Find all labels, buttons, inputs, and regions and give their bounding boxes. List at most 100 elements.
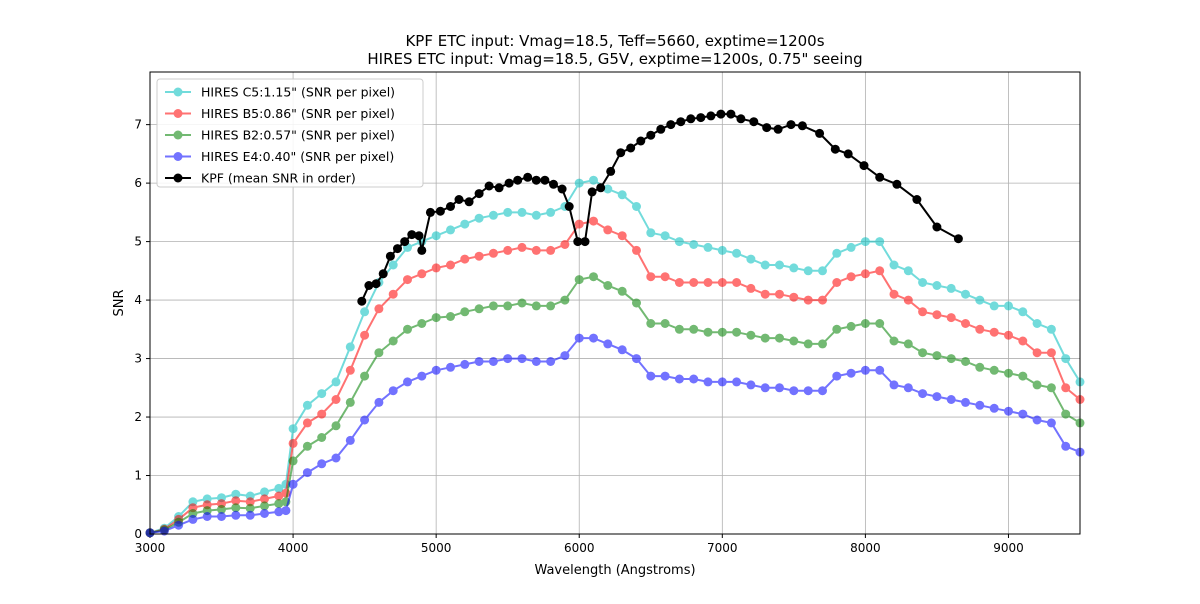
y-tick-label: 4	[134, 293, 142, 307]
data-point	[818, 295, 827, 305]
legend-entry: HIRES B5:0.86" (SNR per pixel)	[165, 106, 395, 121]
data-point	[385, 251, 395, 261]
data-point	[789, 292, 799, 302]
data-point	[660, 231, 670, 241]
data-point	[574, 219, 584, 229]
data-point	[912, 195, 922, 204]
data-point	[832, 324, 842, 334]
data-point	[603, 184, 613, 194]
data-point	[689, 240, 699, 249]
data-point	[1018, 371, 1028, 381]
data-point	[889, 336, 899, 346]
data-point	[431, 365, 441, 375]
data-point	[546, 207, 556, 217]
data-point	[674, 324, 684, 334]
data-point	[846, 368, 856, 378]
data-point	[775, 289, 784, 299]
data-point	[875, 172, 885, 182]
data-point	[889, 289, 899, 299]
data-point	[517, 298, 527, 308]
data-point	[217, 512, 226, 521]
data-point	[517, 207, 527, 217]
data-point	[674, 278, 684, 287]
data-point	[918, 278, 928, 287]
data-point	[989, 403, 999, 413]
data-point	[374, 304, 384, 314]
data-point	[717, 377, 727, 387]
data-point	[632, 245, 641, 255]
data-point	[603, 339, 613, 349]
legend-label: KPF (mean SNR in order)	[201, 171, 356, 186]
data-point	[245, 497, 255, 507]
data-point	[1018, 307, 1028, 317]
data-point	[975, 324, 985, 334]
data-point	[549, 179, 558, 189]
data-point	[531, 175, 541, 185]
data-point	[746, 380, 756, 390]
data-point	[331, 395, 341, 404]
data-point	[488, 301, 498, 311]
data-point	[484, 181, 494, 191]
data-point	[464, 197, 474, 207]
x-tick-label: 5000	[421, 541, 452, 555]
data-point	[646, 130, 656, 140]
y-tick-label: 3	[134, 352, 142, 366]
data-point	[975, 362, 985, 372]
data-point	[374, 348, 384, 358]
data-point	[596, 183, 606, 193]
data-point	[288, 456, 298, 466]
data-point	[646, 371, 656, 381]
data-point	[231, 503, 241, 513]
data-point	[274, 491, 284, 501]
data-point	[732, 327, 742, 337]
data-point	[989, 301, 999, 311]
data-point	[746, 254, 756, 264]
data-point	[417, 371, 427, 381]
data-point	[446, 312, 455, 321]
data-point	[245, 503, 255, 513]
data-point	[360, 371, 370, 381]
data-point	[760, 383, 770, 393]
data-point	[460, 254, 470, 264]
data-point	[317, 433, 327, 442]
legend-swatch	[165, 152, 191, 161]
data-point	[1046, 348, 1056, 358]
data-point	[488, 357, 498, 366]
data-point	[803, 339, 813, 349]
data-point	[889, 380, 899, 390]
data-point	[560, 295, 570, 305]
data-point	[717, 327, 727, 337]
data-point	[574, 275, 584, 285]
data-point	[859, 161, 869, 171]
x-tick-label: 8000	[850, 541, 881, 555]
data-point	[345, 365, 355, 375]
axis-ticks: 3000 4000 5000 6000 7000 8000 9000 0 1 2 3 4 5 6 7	[134, 118, 1023, 555]
data-point	[918, 307, 928, 317]
data-point	[231, 489, 241, 499]
data-point	[646, 272, 656, 282]
data-point	[546, 245, 556, 255]
data-point	[860, 269, 870, 279]
data-point	[564, 202, 574, 211]
data-point	[400, 237, 410, 247]
data-point	[660, 371, 670, 381]
legend-swatch	[165, 87, 191, 97]
data-point	[587, 187, 597, 197]
data-point	[961, 397, 970, 407]
data-point	[975, 400, 985, 410]
data-point	[460, 307, 470, 317]
data-point	[403, 324, 412, 334]
data-point	[513, 175, 523, 185]
data-point	[260, 494, 269, 504]
legend-swatch-marker	[173, 130, 183, 140]
y-tick-label: 0	[134, 527, 142, 541]
data-point	[274, 483, 284, 493]
data-point	[417, 319, 427, 328]
data-point	[302, 468, 312, 478]
data-point	[706, 111, 716, 121]
x-tick-label: 6000	[564, 541, 595, 555]
data-point	[331, 377, 341, 387]
data-point	[574, 333, 584, 343]
data-point	[446, 225, 455, 235]
data-point	[474, 213, 484, 223]
